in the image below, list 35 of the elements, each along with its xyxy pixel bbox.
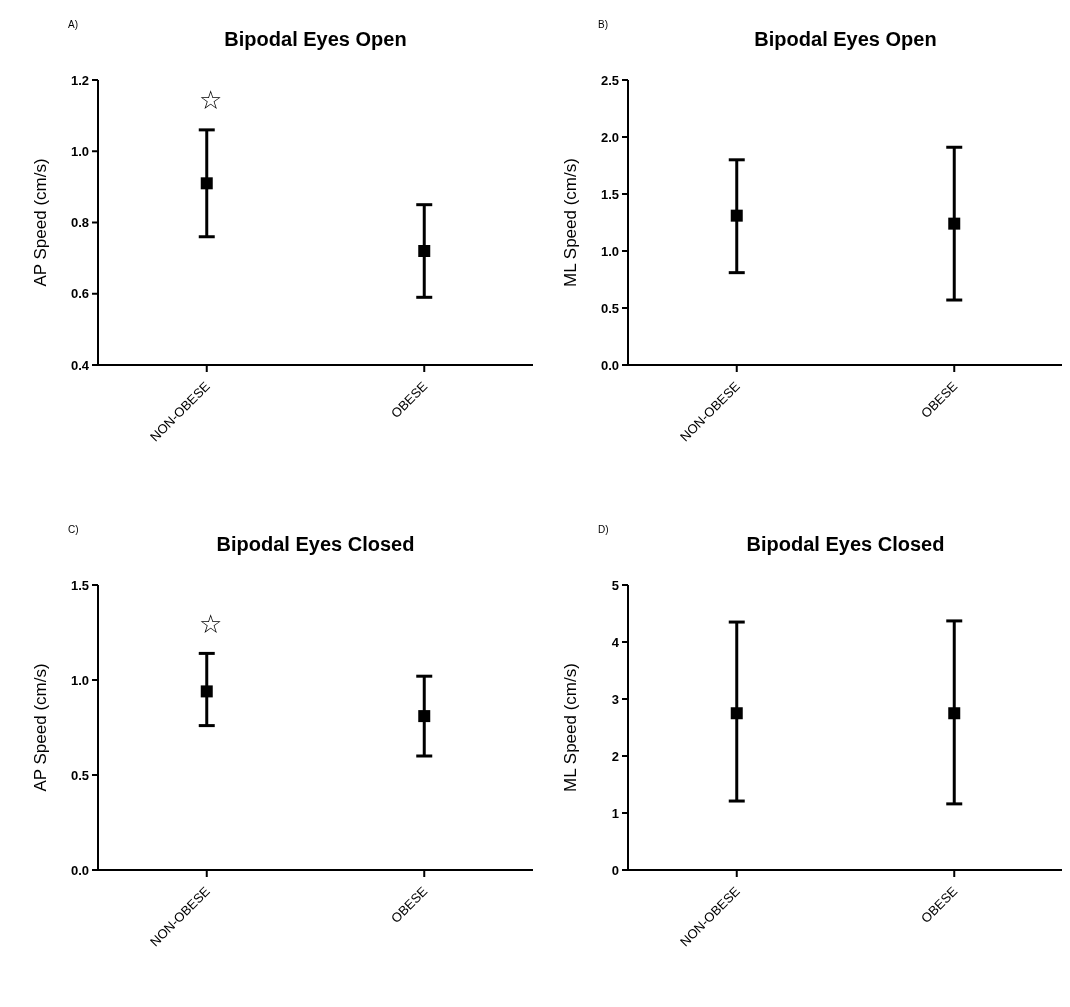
y-tick-label: 2.0 — [600, 129, 619, 145]
y-tick-label: 0.5 — [600, 300, 619, 316]
text: A) — [68, 19, 78, 30]
y-axis-title: ML Speed (cm/s) — [561, 663, 580, 792]
y-tick-label: 0.0 — [600, 357, 619, 373]
y-tick-label: 1.0 — [70, 672, 89, 688]
chart-title: Bipodal Eyes Closed — [216, 533, 415, 555]
y-tick-label: 0.5 — [70, 767, 89, 783]
y-tick-label: 1.5 — [600, 186, 619, 202]
annotation: ☆ — [199, 84, 223, 115]
text: C) — [68, 524, 79, 535]
annotation: ☆ — [199, 608, 223, 639]
y-tick-label: 2.5 — [600, 72, 619, 88]
chart-title: Bipodal Eyes Closed — [746, 533, 945, 555]
y-axis-title: AP Speed (cm/s) — [31, 158, 50, 287]
chart-title: Bipodal Eyes Open — [224, 28, 407, 50]
y-tick-label: 0.6 — [70, 286, 89, 302]
y-tick-label: 1.0 — [70, 143, 89, 159]
text: D) — [598, 524, 609, 535]
y-tick-label: 0.8 — [70, 215, 89, 231]
chart-title: Bipodal Eyes Open — [754, 28, 937, 50]
y-tick-label: 3 — [611, 691, 619, 707]
y-tick-label: 2 — [611, 748, 619, 764]
y-tick-label: 0 — [611, 862, 619, 878]
y-tick-label: 0.0 — [70, 862, 89, 878]
y-tick-label: 1.2 — [70, 72, 89, 88]
y-axis-title: AP Speed (cm/s) — [31, 663, 50, 792]
y-tick-label: 1.0 — [600, 243, 619, 259]
y-tick-label: 1.5 — [70, 577, 89, 593]
y-tick-label: 1 — [611, 805, 619, 821]
y-tick-label: 0.4 — [70, 357, 90, 373]
y-axis-title: ML Speed (cm/s) — [561, 158, 580, 287]
y-tick-label: 5 — [611, 577, 619, 593]
text: B) — [598, 19, 608, 30]
y-tick-label: 4 — [611, 634, 620, 650]
